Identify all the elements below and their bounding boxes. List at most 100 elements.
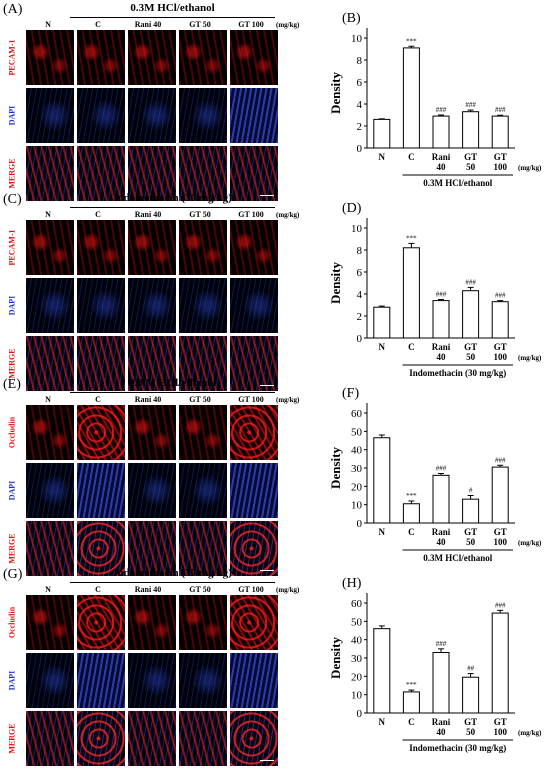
column-label: GT 100: [238, 395, 264, 404]
micrograph-image: [179, 521, 227, 576]
y-tick-label: 50: [351, 616, 363, 628]
micrograph-image: [230, 711, 278, 766]
micrograph-image: [128, 30, 176, 85]
significance-label: #: [469, 487, 473, 495]
significance-label: ***: [406, 492, 417, 500]
y-tick-label: 8: [357, 55, 363, 67]
significance-label: ###: [465, 278, 476, 286]
panel-letter: (G): [3, 567, 23, 582]
micrograph-image: [77, 653, 125, 708]
x-tick-label: 100: [493, 727, 507, 737]
y-tick-label: 0: [357, 333, 363, 345]
micrograph-image: [77, 405, 125, 460]
x-tick-label: GT: [464, 342, 477, 352]
x-tick-label: 40: [437, 537, 447, 547]
micrograph-image: [77, 146, 125, 201]
micrograph-image: [77, 220, 125, 275]
y-tick-label: 60: [351, 408, 363, 420]
x-tick-label: Rani: [432, 342, 451, 352]
significance-label: ###: [495, 106, 506, 114]
bar: [491, 612, 509, 714]
micrograph-image: [77, 463, 125, 518]
significance-label: ###: [495, 292, 506, 300]
bar: [373, 437, 391, 524]
x-tick-label: 50: [466, 537, 476, 547]
micrograph-image: [230, 220, 278, 275]
title-underline: [70, 207, 275, 208]
bar: [432, 115, 450, 149]
column-label: C: [95, 210, 101, 219]
y-tick-label: 0: [357, 143, 363, 155]
micrograph-image: [128, 711, 176, 766]
bar: [432, 652, 450, 714]
micrograph-panel: (A) 0.3M HCl/ethanol N C Rani 40 GT 50 GT 100 (…: [0, 0, 320, 201]
bar: [491, 115, 509, 149]
y-tick-label: 20: [351, 481, 363, 493]
unit-label: (mg/kg): [276, 211, 300, 219]
group-label: Indomethacin (30 mg/kg): [409, 368, 506, 378]
significance-label: ###: [495, 601, 506, 609]
scale-bar: [260, 385, 274, 386]
group-label: Indomethacin (30 mg/kg): [409, 743, 506, 753]
micrograph-image: [26, 405, 74, 460]
micrograph-image: [179, 30, 227, 85]
row-label: PECAM-1: [7, 229, 17, 265]
micrograph-panel: (E) 0.3 M HCl/ethanol N C Rani 40 GT 50 GT 100…: [0, 375, 320, 576]
column-label: GT 100: [238, 20, 264, 29]
micrograph-image: [128, 336, 176, 391]
x-tick-label: GT: [464, 527, 477, 537]
micrograph-image: [230, 278, 278, 333]
bar: [432, 300, 450, 339]
micrograph-image: [26, 146, 74, 201]
unit-label: (mg/kg): [518, 539, 542, 547]
bar: [373, 306, 391, 339]
micrograph-image: [179, 405, 227, 460]
micrograph-image: [128, 521, 176, 576]
x-tick-label: GT: [464, 717, 477, 727]
chart-letter: (F): [342, 386, 359, 401]
bar: [402, 247, 420, 339]
column-label: C: [95, 20, 101, 29]
micrograph-image: [26, 463, 74, 518]
micrograph-image: [128, 463, 176, 518]
micrograph-image: [128, 278, 176, 333]
significance-label: ***: [406, 681, 417, 689]
bar-chart: (F)0102030405060DensityN***C###Rani40#GT…: [328, 386, 542, 563]
bar: [491, 466, 509, 524]
significance-label: ***: [406, 37, 417, 45]
micrograph-image: [230, 88, 278, 143]
micrograph-image: [179, 653, 227, 708]
micrograph-image: [77, 336, 125, 391]
y-tick-label: 60: [351, 598, 363, 610]
y-tick-label: 0: [357, 708, 363, 720]
y-tick-label: 8: [357, 245, 363, 257]
micrograph-image: [77, 88, 125, 143]
x-tick-label: C: [408, 342, 415, 352]
micrograph-panel: (C) Indomethacin (30 mg/kg) N C Rani 40 GT 50…: [0, 190, 320, 391]
micrograph-panel: (G) Indomethacin (30 mg/kg) N C Rani 40 GT 50…: [0, 565, 320, 766]
x-tick-label: GT: [494, 527, 507, 537]
column-label: C: [95, 395, 101, 404]
micrograph-image: [128, 220, 176, 275]
x-tick-label: GT: [494, 152, 507, 162]
micrograph-image: [77, 595, 125, 650]
row-label: DAPI: [7, 480, 17, 500]
y-tick-label: 30: [351, 463, 363, 475]
y-axis-label: Density: [328, 637, 343, 679]
unit-label: (mg/kg): [276, 586, 300, 594]
x-tick-label: GT: [464, 152, 477, 162]
unit-label: (mg/kg): [518, 354, 542, 362]
significance-label: ##: [467, 665, 475, 673]
micrograph-image: [230, 336, 278, 391]
micrograph-image: [230, 521, 278, 576]
y-tick-label: 40: [351, 635, 363, 647]
column-label: N: [45, 20, 51, 29]
title-underline: [70, 582, 275, 583]
bar: [402, 47, 420, 149]
micrograph-image: [128, 146, 176, 201]
y-tick-label: 6: [357, 267, 363, 279]
y-tick-label: 6: [357, 77, 363, 89]
bar-chart: (B)0246810DensityN***C###Rani40###GT50##…: [328, 11, 542, 188]
micrograph-image: [230, 146, 278, 201]
x-tick-label: C: [408, 152, 415, 162]
